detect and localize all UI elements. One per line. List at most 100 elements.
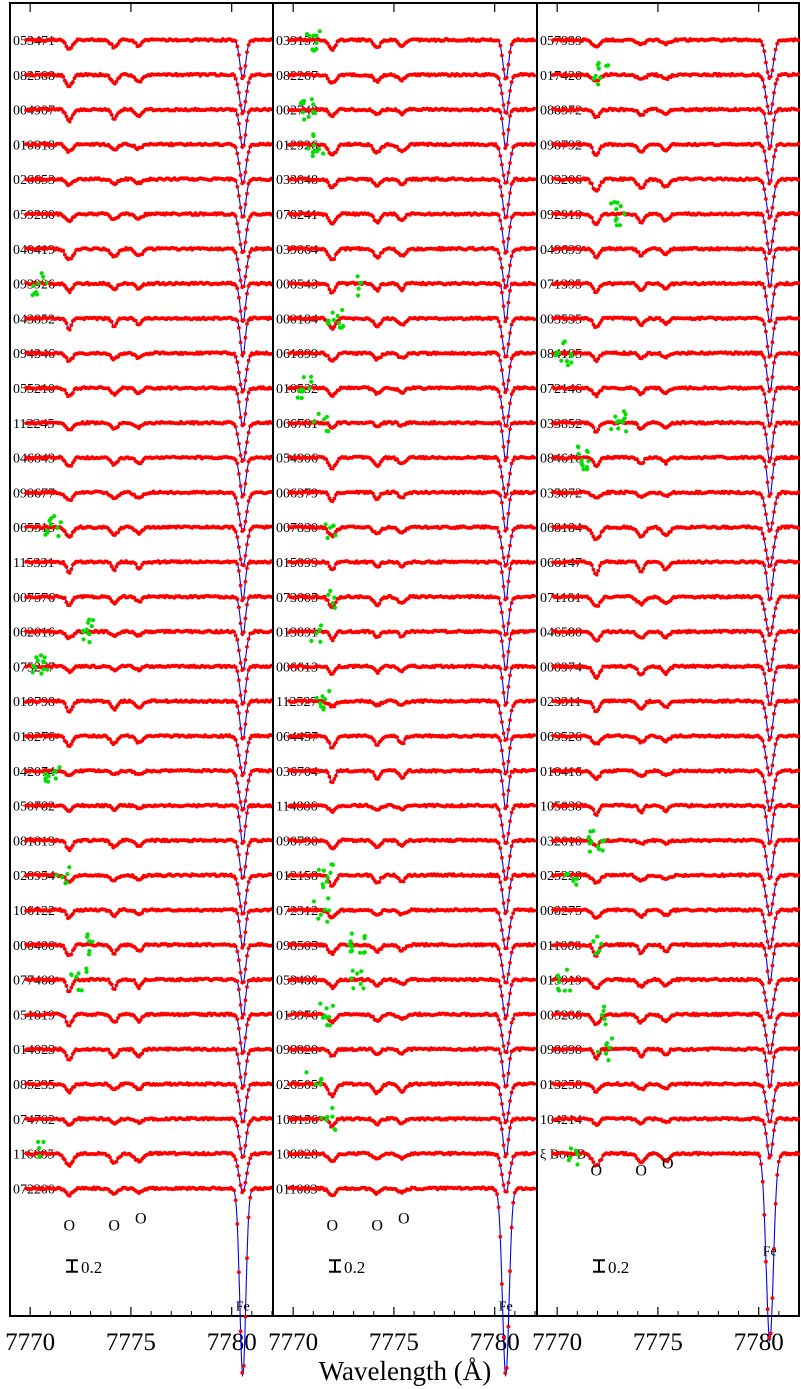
- observed-point: [246, 218, 251, 223]
- observed-point: [62, 701, 67, 706]
- masked-point: [39, 671, 44, 676]
- observed-point: [64, 81, 69, 86]
- masked-point: [59, 875, 65, 880]
- observed-point: [64, 321, 69, 325]
- observed-point: [69, 567, 74, 572]
- observed-point: [243, 412, 248, 416]
- observed-point: [235, 391, 240, 396]
- observed-point: [238, 278, 243, 283]
- observed-point: [241, 284, 246, 289]
- observed-point: [112, 987, 117, 991]
- masked-point: [34, 655, 39, 660]
- observed-point: [241, 214, 246, 219]
- spectrum-004907: 004907: [13, 104, 274, 150]
- observed-point: [69, 323, 74, 328]
- observed-point: [67, 327, 72, 332]
- observed-point: [237, 605, 241, 610]
- observed-point: [233, 738, 238, 742]
- observed-point: [235, 704, 240, 709]
- observed-point: [233, 425, 238, 429]
- masked-point: [51, 770, 56, 776]
- masked-point: [58, 520, 63, 525]
- observed-point: [238, 382, 243, 387]
- observed-point: [245, 50, 249, 54]
- observed-point: [238, 765, 243, 770]
- observed-point: [67, 989, 72, 993]
- observed-point: [71, 1018, 75, 1023]
- observed-point: [245, 469, 249, 473]
- model-spectrum: [26, 735, 272, 776]
- masked-point: [84, 969, 89, 975]
- model-spectrum: [26, 909, 272, 950]
- observed-point: [114, 79, 119, 84]
- observed-point: [237, 958, 241, 963]
- observed-point: [235, 669, 240, 673]
- observed-point: [246, 880, 251, 884]
- observed-point: [64, 355, 69, 360]
- observed-point: [243, 64, 248, 68]
- observed-point: [67, 1023, 72, 1028]
- observed-point: [243, 930, 248, 935]
- observed-point: [243, 689, 248, 694]
- observed-point: [246, 778, 251, 783]
- observed-point: [235, 597, 240, 602]
- observed-point: [243, 519, 248, 524]
- observed-point: [246, 80, 251, 85]
- observed-point: [62, 388, 67, 392]
- observed-point: [237, 987, 241, 992]
- observed-point: [71, 843, 75, 848]
- observed-point: [235, 113, 240, 117]
- observed-point: [245, 227, 249, 232]
- spectrum-053471: 053471: [13, 34, 274, 81]
- masked-point: [55, 525, 60, 531]
- observed-point: [243, 1072, 248, 1076]
- observed-point: [114, 1019, 119, 1024]
- observed-point: [238, 828, 243, 833]
- masked-point: [31, 283, 36, 288]
- observed-point: [240, 1015, 245, 1020]
- x-tick-label: 7770: [5, 1329, 55, 1356]
- observed-point: [235, 44, 240, 49]
- observed-point: [246, 150, 251, 155]
- observed-point: [233, 1047, 238, 1052]
- observed-point: [133, 41, 138, 45]
- observed-point: [109, 112, 114, 117]
- observed-point: [245, 1023, 249, 1027]
- observed-point: [241, 839, 246, 844]
- observed-point: [241, 74, 246, 78]
- observed-point: [245, 749, 249, 754]
- observed-point: [245, 888, 249, 893]
- observed-point: [243, 335, 248, 340]
- observed-point: [238, 484, 243, 488]
- observed-point: [235, 743, 240, 748]
- masked-point: [41, 659, 46, 664]
- observed-point: [109, 319, 114, 324]
- observed-point: [241, 422, 246, 427]
- observed-point: [237, 370, 241, 375]
- observed-point: [245, 264, 249, 269]
- masked-point: [34, 292, 40, 297]
- masked-point: [87, 939, 92, 944]
- observed-point: [241, 1049, 246, 1054]
- panel-1: 7770777577800534710825880049070108180266…: [5, 2, 274, 1378]
- observed-point: [238, 1111, 243, 1116]
- observed-point: [233, 907, 238, 912]
- observed-point: [238, 103, 243, 107]
- masked-point: [30, 670, 35, 675]
- observed-point: [64, 705, 69, 710]
- observed-point: [106, 977, 111, 982]
- observed-point: [237, 919, 241, 924]
- observed-point: [233, 773, 238, 778]
- observed-point: [233, 214, 238, 219]
- observed-point: [243, 722, 248, 726]
- observed-point: [248, 772, 253, 777]
- observed-point: [132, 978, 137, 982]
- observed-point: [235, 1017, 240, 1021]
- observed-point: [241, 630, 246, 634]
- observed-point: [245, 118, 249, 123]
- observed-point: [246, 1088, 251, 1092]
- observed-point: [233, 529, 238, 534]
- observed-point: [69, 952, 74, 957]
